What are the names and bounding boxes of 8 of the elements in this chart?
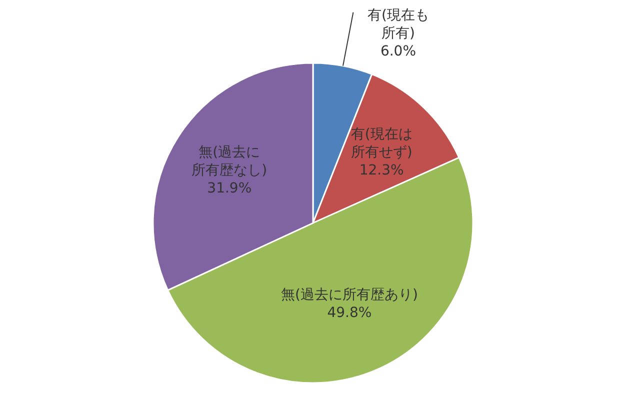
slice-label: 有(現在は所有せず) bbox=[350, 126, 412, 160]
slice-label: 無(過去に所有歴なし) bbox=[192, 144, 268, 179]
slice-label: 有(現在も所有) bbox=[367, 7, 429, 42]
data-label: 49.8% bbox=[327, 305, 372, 322]
slice-label: 無(過去に所有歴あり) bbox=[280, 287, 418, 304]
data-label: 12.3% bbox=[359, 162, 404, 178]
data-label: 6.0% bbox=[380, 43, 416, 60]
data-label: 31.9% bbox=[207, 180, 252, 197]
